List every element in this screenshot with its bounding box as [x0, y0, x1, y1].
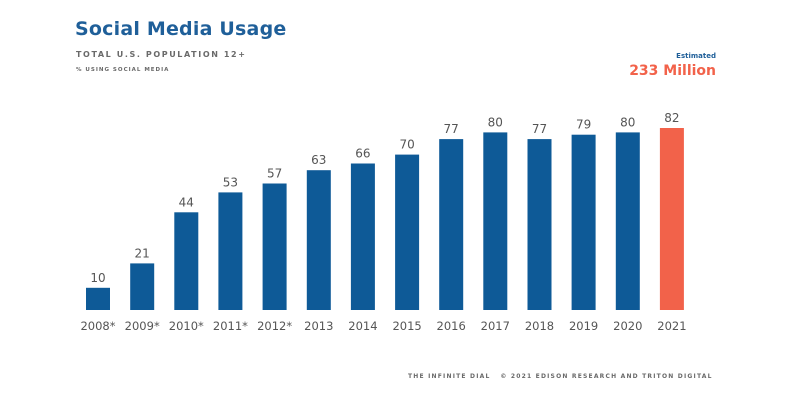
chart-subtitle: TOTAL U.S. POPULATION 12+ [76, 50, 247, 59]
bar-2011 [218, 192, 243, 310]
bar-2015 [395, 154, 420, 310]
bar-2008 [86, 287, 110, 310]
x-tick-label: 2010* [169, 319, 204, 333]
value-label: 80 [620, 115, 635, 129]
x-tick-label: 2013 [304, 319, 333, 333]
x-tick-label: 2016 [437, 319, 466, 333]
bar-2019 [571, 134, 596, 310]
bar-2014 [350, 163, 375, 310]
value-label: 77 [444, 122, 459, 136]
x-tick-label: 2018 [525, 319, 554, 333]
bar-2018 [527, 139, 552, 310]
bar-2016 [439, 139, 464, 310]
x-tick-label: 2008* [80, 319, 115, 333]
estimated-value: 233 Million [629, 63, 716, 79]
value-label: 82 [664, 111, 679, 125]
bar-2012 [262, 183, 287, 310]
x-tick-label: 2021 [657, 319, 686, 333]
x-tick-label: 2019 [569, 319, 598, 333]
value-label: 44 [179, 195, 194, 209]
value-label: 10 [90, 271, 105, 285]
x-tick-label: 2009* [125, 319, 160, 333]
x-tick-label: 2012* [257, 319, 292, 333]
estimated-label: Estimated [676, 52, 716, 60]
value-label: 70 [399, 138, 414, 152]
bar-2021 [659, 128, 684, 310]
bar-2020 [615, 132, 640, 310]
x-tick-label: 2015 [392, 319, 421, 333]
x-tick-label: 2020 [613, 319, 642, 333]
value-label: 80 [488, 115, 503, 129]
x-tick-label: 2011* [213, 319, 248, 333]
value-label: 57 [267, 167, 282, 181]
bar-2017 [483, 132, 508, 310]
value-label: 77 [532, 122, 547, 136]
value-label: 63 [311, 153, 326, 167]
bar-2010 [174, 212, 199, 310]
x-tick-label: 2014 [348, 319, 377, 333]
value-label: 21 [135, 246, 150, 260]
bar-2013 [306, 170, 331, 310]
value-label: 79 [576, 118, 591, 132]
chart-measure-label: % USING SOCIAL MEDIA [76, 67, 170, 73]
bar-2009 [130, 263, 155, 310]
x-tick-label: 2017 [481, 319, 510, 333]
value-label: 66 [355, 147, 370, 161]
value-label: 53 [223, 175, 238, 189]
footer-credit: THE INFINITE DIAL © 2021 EDISON RESEARCH… [408, 373, 713, 380]
chart-title: Social Media Usage [75, 18, 287, 40]
